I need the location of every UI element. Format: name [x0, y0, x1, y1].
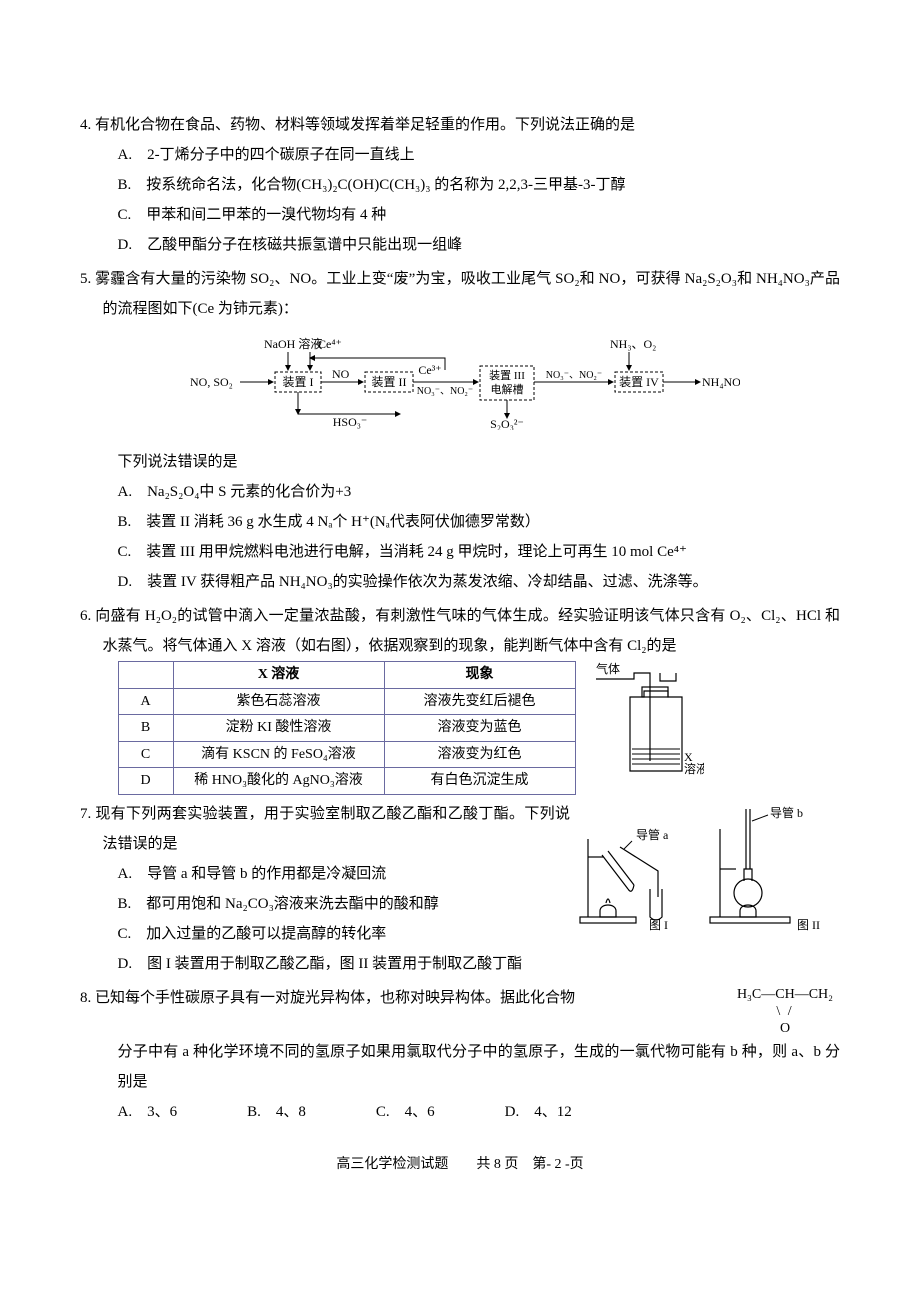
flow-in: NO, SO₂: [190, 375, 233, 389]
q7-fig1-label: 图 I: [649, 918, 668, 932]
q4-opt-c: C. 甲苯和间二甲苯的一溴代物均有 4 种: [118, 200, 841, 230]
q6-th-y: 现象: [384, 662, 575, 689]
q5-flowchart: 装置 I 装置 II 装置 III 电解槽 装置 IV: [80, 330, 840, 441]
q8-formula-mid: \ /: [730, 1004, 840, 1021]
q5-opt-c: C. 装置 III 用甲烷燃料电池进行电解，当消耗 24 g 甲烷时，理论上可再…: [118, 537, 841, 567]
q5-opt-b: B. 装置 II 消耗 36 g 水生成 4 Nₐ个 H⁺(Nₐ代表阿伏伽德罗常…: [118, 507, 841, 537]
svg-text:溶液: 溶液: [684, 761, 704, 776]
cell-y: 溶液变为蓝色: [384, 715, 575, 742]
q4-stem: 4. 有机化合物在食品、药物、材料等领域发挥着举足轻重的作用。下列说法正确的是: [80, 110, 840, 140]
flow-b2: S₂O₃²⁻: [490, 417, 524, 430]
flow-mid3: NO₃⁻、NO₂⁻: [546, 370, 602, 381]
svg-text:电解槽: 电解槽: [491, 382, 524, 396]
q4-opt-b: B. 按系统命名法，化合物(CH₃)₂C(OH)C(CH₃)₃ 的名称为 2,2…: [118, 170, 841, 200]
q8-options: A. 3、6 B. 4、8 C. 4、6 D. 4、12: [80, 1097, 840, 1127]
q8-formula-top: H₃C—CH—CH₂: [730, 987, 840, 1004]
q7-stem: 7. 现有下列两套实验装置，用于实验室制取乙酸乙酯和乙酸丁酯。下列说法错误的是: [80, 799, 570, 859]
q7-stem-text: 现有下列两套实验装置，用于实验室制取乙酸乙酯和乙酸丁酯。下列说法错误的是: [95, 806, 570, 852]
cell-x: 淀粉 KI 酸性溶液: [173, 715, 384, 742]
question-8: 8. 已知每个手性碳原子具有一对旋光异构体，也称对映异构体。据此化合物 H₃C—…: [80, 983, 840, 1127]
q5-num: 5.: [80, 271, 91, 287]
q4-stem-text: 有机化合物在食品、药物、材料等领域发挥着举足轻重的作用。下列说法正确的是: [95, 117, 635, 133]
q5-stem-text: 雾霾含有大量的污染物 SO₂、NO。工业上变“废”为宝，吸收工业尾气 SO₂和 …: [95, 271, 840, 317]
flow-d4: 装置 IV: [619, 375, 659, 389]
flow-d2: 装置 II: [372, 375, 407, 389]
exam-page: 4. 有机化合物在食品、药物、材料等领域发挥着举足轻重的作用。下列说法正确的是 …: [0, 0, 920, 1302]
cell-key: A: [118, 688, 173, 715]
q4-opt-a: A. 2-丁烯分子中的四个碳原子在同一直线上: [118, 140, 841, 170]
cell-key: C: [118, 741, 173, 768]
q5-options: A. Na₂S₂O₄中 S 元素的化合价为+3 B. 装置 II 消耗 36 g…: [80, 477, 840, 597]
q7-fig2-label: 图 II: [797, 918, 820, 932]
q8-num: 8.: [80, 990, 91, 1006]
q6-stem: 6. 向盛有 H₂O₂的试管中滴入一定量浓盐酸，有刺激性气味的气体生成。经实验证…: [80, 601, 840, 661]
q8-stem2: 分子中有 a 种化学环境不同的氢原子如果用氯取代分子中的氢原子，生成的一氯代物可…: [80, 1037, 840, 1097]
cell-x: 紫色石蕊溶液: [173, 688, 384, 715]
q8-formula-bot: O: [730, 1021, 840, 1038]
q6-stem-text: 向盛有 H₂O₂的试管中滴入一定量浓盐酸，有刺激性气味的气体生成。经实验证明该气…: [95, 608, 840, 654]
q8-formula: H₃C—CH—CH₂ \ / O: [730, 983, 840, 1037]
q6-apparatus-icon: 气体 X 溶液: [594, 661, 704, 781]
q7-options: A. 导管 a 和导管 b 的作用都是冷凝回流 B. 都可用饱和 Na₂CO₃溶…: [80, 859, 570, 979]
q8-stem1: 8. 已知每个手性碳原子具有一对旋光异构体，也称对映异构体。据此化合物: [80, 983, 730, 1013]
question-4: 4. 有机化合物在食品、药物、材料等领域发挥着举足轻重的作用。下列说法正确的是 …: [80, 110, 840, 260]
q5-cont: 下列说法错误的是: [80, 447, 840, 477]
q8-stem1-text: 已知每个手性碳原子具有一对旋光异构体，也称对映异构体。据此化合物: [95, 990, 575, 1006]
q8-opt-b: B. 4、8: [247, 1097, 306, 1127]
q7-opt-d: D. 图 I 装置用于制取乙酸乙酯，图 II 装置用于制取乙酸丁酯: [118, 949, 571, 979]
q7-opt-b: B. 都可用饱和 Na₂CO₃溶液来洗去酯中的酸和醇: [118, 889, 571, 919]
q5-opt-d: D. 装置 IV 获得粗产品 NH₄NO₃的实验操作依次为蒸发浓缩、冷却结晶、过…: [118, 567, 841, 597]
cell-x: 滴有 KSCN 的 FeSO₄溶液: [173, 741, 384, 768]
flow-mid1: NO: [332, 367, 350, 381]
svg-text:装置 III: 装置 III: [489, 369, 525, 382]
q7-apparatus-icon: 导管 a 图 I: [570, 799, 840, 939]
q8-opt-d: D. 4、12: [505, 1097, 572, 1127]
cell-key: B: [118, 715, 173, 742]
q8-opt-a: A. 3、6: [118, 1097, 178, 1127]
question-6: 6. 向盛有 H₂O₂的试管中滴入一定量浓盐酸，有刺激性气味的气体生成。经实验证…: [80, 601, 840, 795]
cell-y: 溶液变为红色: [384, 741, 575, 768]
q6-th-x: X 溶液: [173, 662, 384, 689]
q5-stem: 5. 雾霾含有大量的污染物 SO₂、NO。工业上变“废”为宝，吸收工业尾气 SO…: [80, 264, 840, 324]
table-row: C滴有 KSCN 的 FeSO₄溶液溶液变为红色: [118, 741, 575, 768]
table-row: A紫色石蕊溶液溶液先变红后褪色: [118, 688, 575, 715]
flow-svg: 装置 I 装置 II 装置 III 电解槽 装置 IV: [180, 330, 740, 430]
cell-x: 稀 HNO₃酸化的 AgNO₃溶液: [173, 768, 384, 795]
table-header-row: X 溶液 现象: [118, 662, 575, 689]
q7-opt-a: A. 导管 a 和导管 b 的作用都是冷凝回流: [118, 859, 571, 889]
question-7: 7. 现有下列两套实验装置，用于实验室制取乙酸乙酯和乙酸丁酯。下列说法错误的是 …: [80, 799, 840, 979]
cell-y: 溶液先变红后褪色: [384, 688, 575, 715]
q4-options: A. 2-丁烯分子中的四个碳原子在同一直线上 B. 按系统命名法，化合物(CH₃…: [80, 140, 840, 260]
cell-key: D: [118, 768, 173, 795]
flow-mid2a: Ce³⁺: [418, 363, 441, 377]
cell-y: 有白色沉淀生成: [384, 768, 575, 795]
q7-tube-b-label: 导管 b: [770, 805, 803, 820]
table-row: B淀粉 KI 酸性溶液溶液变为蓝色: [118, 715, 575, 742]
page-footer: 高三化学检测试题 共 8 页 第- 2 -页: [80, 1151, 840, 1179]
q7-opt-c: C. 加入过量的乙酸可以提高醇的转化率: [118, 919, 571, 949]
flow-top1: NaOH 溶液: [264, 336, 322, 351]
q5-opt-a: A. Na₂S₂O₄中 S 元素的化合价为+3: [118, 477, 841, 507]
flow-out: NH₄NO₃: [702, 375, 740, 389]
table-row: D稀 HNO₃酸化的 AgNO₃溶液有白色沉淀生成: [118, 768, 575, 795]
q6-num: 6.: [80, 608, 91, 624]
q4-num: 4.: [80, 117, 91, 133]
q6-table: X 溶液 现象 A紫色石蕊溶液溶液先变红后褪色 B淀粉 KI 酸性溶液溶液变为蓝…: [118, 661, 576, 795]
flow-top1b: Ce⁴⁺: [318, 337, 342, 351]
flow-top4: NH₃、O₂: [610, 337, 656, 351]
q8-opt-c: C. 4、6: [376, 1097, 435, 1127]
flow-b1: HSO₃⁻: [333, 415, 368, 429]
q7-num: 7.: [80, 806, 91, 822]
flow-mid2b: NO₃⁻、NO₂⁻: [417, 386, 473, 397]
flow-d1: 装置 I: [283, 375, 314, 389]
question-5: 5. 雾霾含有大量的污染物 SO₂、NO。工业上变“废”为宝，吸收工业尾气 SO…: [80, 264, 840, 597]
q7-tube-a-label: 导管 a: [636, 827, 669, 842]
q4-opt-d: D. 乙酸甲酯分子在核磁共振氢谱中只能出现一组峰: [118, 230, 841, 260]
q6-gas-label: 气体: [596, 661, 620, 676]
